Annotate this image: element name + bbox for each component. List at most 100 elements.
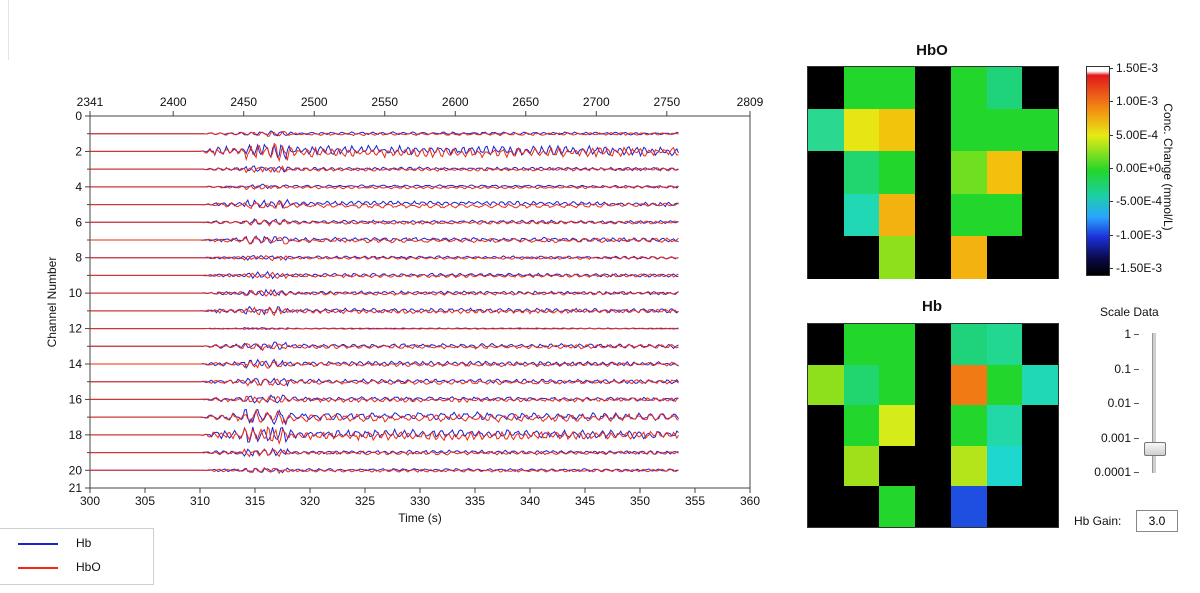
colorbar-title: Conc. Change (mmol/L) — [1161, 103, 1175, 231]
hbo-heatmap-cell[interactable] — [915, 67, 952, 110]
colorbar-tick — [1109, 134, 1113, 136]
hb-heatmap-cell[interactable] — [915, 486, 952, 528]
colorbar-tick — [1109, 268, 1113, 269]
colorbar-tick — [1109, 68, 1113, 69]
hb-gain-input[interactable] — [1136, 510, 1178, 532]
hb-heatmap-cell[interactable] — [950, 445, 987, 487]
waveform-plot[interactable]: 2341 2400 2450 2500 2550 2600 2650 2700 2750 2809… — [0, 0, 780, 593]
hbo-line-swatch — [18, 567, 58, 569]
hbo-heatmap-cell[interactable] — [986, 151, 1023, 195]
hb-heatmap-cell[interactable] — [1022, 364, 1059, 406]
hbo-heatmap-cell[interactable] — [843, 109, 880, 153]
hb-heatmap-cell[interactable] — [986, 324, 1023, 365]
hb-heatmap[interactable] — [807, 323, 1059, 528]
hbo-heatmap-cell[interactable] — [808, 151, 844, 195]
hb-heatmap-cell[interactable] — [879, 486, 916, 528]
hb-trace-channel-8 — [90, 254, 679, 261]
hb-heatmap-cell[interactable] — [879, 405, 916, 447]
hb-heatmap-cell[interactable] — [1022, 486, 1059, 528]
hb-heatmap-cell[interactable] — [986, 405, 1023, 447]
hbo-heatmap-cell[interactable] — [915, 235, 952, 279]
hb-heatmap-cell[interactable] — [986, 445, 1023, 487]
hbo-heatmap-cell[interactable] — [879, 235, 916, 279]
bottom-tick-label: 315 — [245, 494, 265, 508]
scale-data-slider-track[interactable] — [1152, 333, 1156, 473]
window-edge — [8, 0, 9, 60]
bottom-tick-label: 330 — [410, 494, 430, 508]
hbo-heatmap-cell[interactable] — [843, 193, 880, 237]
hbo-heatmap-cell[interactable] — [879, 109, 916, 153]
hbo-heatmap-cell[interactable] — [808, 67, 844, 110]
hb-heatmap-cell[interactable] — [1022, 324, 1059, 365]
hbo-heatmap-cell[interactable] — [843, 67, 880, 110]
hbo-heatmap-cell[interactable] — [915, 109, 952, 153]
hb-heatmap-cell[interactable] — [915, 364, 952, 406]
hbo-heatmap-cell[interactable] — [950, 109, 987, 153]
hbo-heatmap-cell[interactable] — [1022, 235, 1059, 279]
hb-heatmap-cell[interactable] — [915, 405, 952, 447]
legend-item-hb: Hb — [18, 535, 148, 553]
hb-heatmap-cell[interactable] — [915, 324, 952, 365]
hb-heatmap-cell[interactable] — [950, 364, 987, 406]
hbo-heatmap-cell[interactable] — [808, 109, 844, 153]
hbo-heatmap-cell[interactable] — [986, 235, 1023, 279]
y-tick-label: 18 — [69, 428, 83, 442]
hbo-heatmap-cell[interactable] — [915, 151, 952, 195]
hbo-heatmap-cell[interactable] — [1022, 193, 1059, 237]
hb-heatmap-cell[interactable] — [950, 405, 987, 447]
hbo-heatmap-cell[interactable] — [950, 67, 987, 110]
hbo-heatmap-cell[interactable] — [950, 193, 987, 237]
hb-heatmap-cell[interactable] — [950, 486, 987, 528]
hb-heatmap-cell[interactable] — [808, 445, 844, 487]
hbo-heatmap-cell[interactable] — [950, 235, 987, 279]
hb-heatmap-cell[interactable] — [986, 486, 1023, 528]
hb-heatmap-cell[interactable] — [950, 324, 987, 365]
hbo-heatmap-cell[interactable] — [986, 67, 1023, 110]
hbo-heatmap-cell[interactable] — [1022, 109, 1059, 153]
hb-heatmap-cell[interactable] — [879, 324, 916, 365]
y-tick-label: 6 — [75, 215, 82, 229]
hbo-heatmap-cell[interactable] — [808, 193, 844, 237]
hb-heatmap-cell[interactable] — [808, 405, 844, 447]
hbo-heatmap-cell[interactable] — [879, 193, 916, 237]
scale-data-slider-handle[interactable] — [1144, 441, 1166, 456]
hb-heatmap-cell[interactable] — [915, 445, 952, 487]
y-tick-label: 0 — [75, 109, 82, 123]
hb-heatmap-cell[interactable] — [808, 324, 844, 365]
hbo-heatmap-cell[interactable] — [879, 151, 916, 195]
hb-trace-channel-9 — [90, 270, 679, 280]
hbo-heatmap[interactable] — [807, 66, 1059, 279]
hb-heatmap-cell[interactable] — [879, 445, 916, 487]
legend-label-hb: Hb — [76, 536, 92, 550]
hbo-heatmap-cell[interactable] — [915, 193, 952, 237]
hb-heatmap-cell[interactable] — [808, 486, 844, 528]
bottom-tick-label: 310 — [190, 494, 210, 508]
hb-heatmap-cell[interactable] — [843, 445, 880, 487]
hbo-trace-channel-20 — [90, 466, 679, 475]
hbo-heatmap-cell[interactable] — [879, 67, 916, 110]
hb-heatmap-cell[interactable] — [1022, 405, 1059, 447]
hb-heatmap-cell[interactable] — [1022, 445, 1059, 487]
hb-heatmap-cell[interactable] — [808, 364, 844, 406]
hb-heatmap-cell[interactable] — [843, 324, 880, 365]
hb-heatmap-cell[interactable] — [843, 405, 880, 447]
hb-heatmap-cell[interactable] — [843, 364, 880, 406]
hbo-heatmap-cell[interactable] — [986, 193, 1023, 237]
hbo-trace-channel-7 — [90, 236, 679, 245]
hbo-heatmap-cell[interactable] — [1022, 67, 1059, 110]
hbo-trace-channel-14 — [90, 360, 679, 369]
hb-heatmap-cell[interactable] — [879, 364, 916, 406]
hbo-trace-channel-19 — [90, 448, 679, 458]
hb-heatmap-cell[interactable] — [843, 486, 880, 528]
hbo-heatmap-cell[interactable] — [843, 235, 880, 279]
hbo-heatmap-cell[interactable] — [843, 151, 880, 195]
hb-heatmap-title: Hb — [922, 298, 942, 315]
hbo-heatmap-cell[interactable] — [808, 235, 844, 279]
bottom-axis: 300 305 310 315 320 325 330 335 340 345 350 355 360 — [80, 488, 760, 508]
hbo-heatmap-cell[interactable] — [950, 151, 987, 195]
hbo-heatmap-cell[interactable] — [986, 109, 1023, 153]
hb-heatmap-cell[interactable] — [986, 364, 1023, 406]
legend-item-hbo: HbO — [18, 559, 148, 577]
hbo-heatmap-cell[interactable] — [1022, 151, 1059, 195]
hbo-trace-channel-10 — [90, 288, 679, 297]
